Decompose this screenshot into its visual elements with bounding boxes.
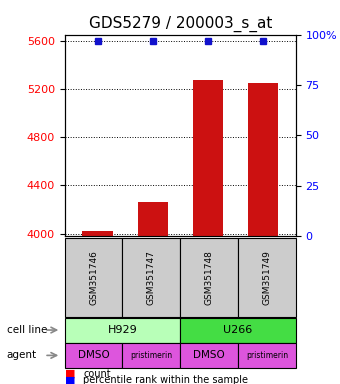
Text: cell line: cell line	[7, 325, 47, 335]
Text: pristimerin: pristimerin	[246, 351, 288, 360]
Bar	[83, 231, 113, 236]
Bar	[138, 202, 168, 236]
Text: DMSO: DMSO	[78, 350, 109, 361]
Text: percentile rank within the sample: percentile rank within the sample	[83, 375, 248, 384]
Text: GSM351748: GSM351748	[205, 250, 214, 305]
Bar	[192, 80, 223, 236]
Title: GDS5279 / 200003_s_at: GDS5279 / 200003_s_at	[88, 16, 272, 32]
Text: H929: H929	[107, 325, 137, 335]
Text: ■: ■	[65, 369, 75, 379]
Text: count: count	[83, 369, 111, 379]
Text: agent: agent	[7, 350, 37, 361]
Text: GSM351746: GSM351746	[89, 250, 98, 305]
Text: GSM351747: GSM351747	[147, 250, 156, 305]
Text: GSM351749: GSM351749	[262, 250, 271, 305]
Text: ■: ■	[65, 375, 75, 384]
Bar	[248, 83, 278, 236]
Text: pristimerin: pristimerin	[130, 351, 172, 360]
Text: DMSO: DMSO	[193, 350, 225, 361]
Text: U266: U266	[223, 325, 253, 335]
